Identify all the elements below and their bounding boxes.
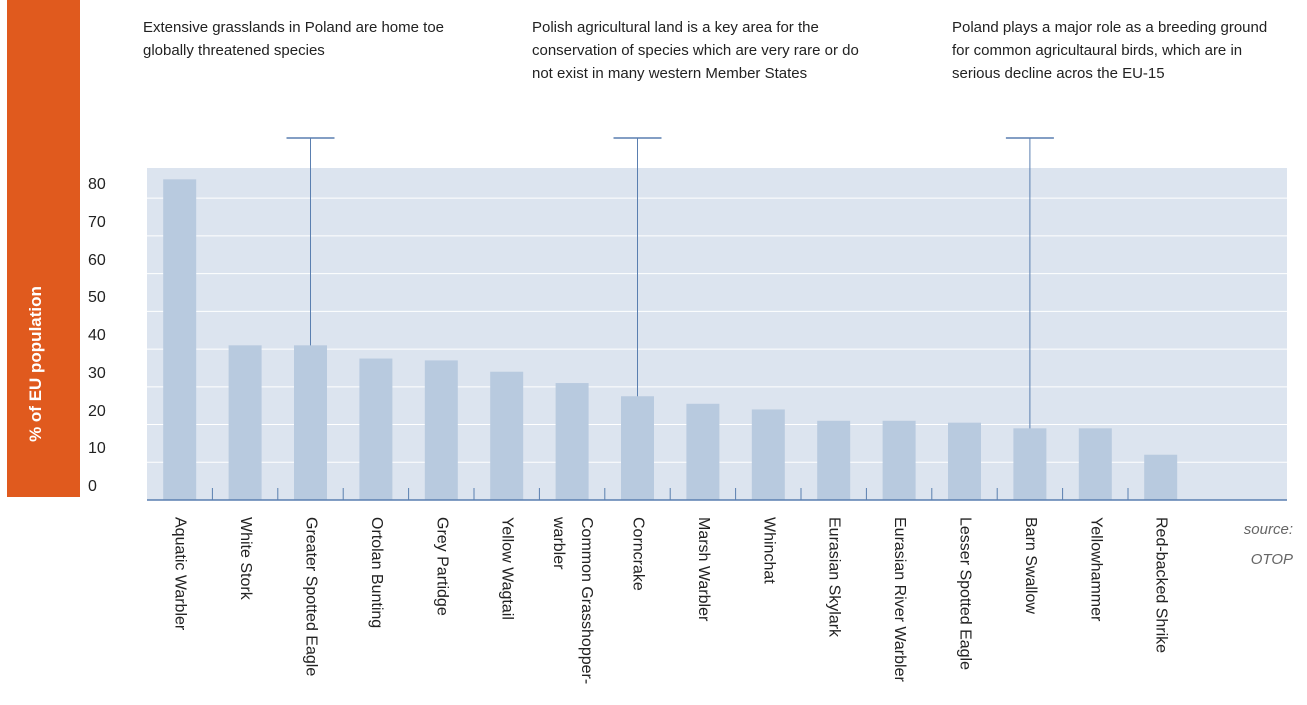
bar — [359, 358, 393, 500]
x-tick-label: Yellowhammer — [1087, 517, 1105, 622]
x-tick-label: Barn Swallow — [1021, 517, 1039, 614]
x-tick-label: Marsh Warbler — [694, 517, 712, 622]
y-tick-label: 0 — [88, 478, 97, 495]
bar — [751, 409, 785, 500]
y-tick-label: 50 — [88, 289, 106, 307]
y-tick-label: 10 — [88, 440, 106, 458]
y-tick-label: 80 — [88, 176, 106, 194]
annotation: Poland plays a major role as a breeding … — [952, 19, 1268, 82]
bar — [294, 345, 327, 500]
x-tick-label: Whinchat — [760, 517, 778, 584]
x-tick-label: Red-backed Shrike — [1152, 517, 1170, 654]
y-tick-label: 30 — [88, 364, 106, 382]
x-tick-label: Grey Partidge — [433, 517, 451, 616]
axis-panel — [7, 0, 80, 497]
x-tick-label: Greater Spotted Eagle — [302, 517, 320, 677]
x-tick-label: Yellow Wagtail — [498, 517, 516, 620]
x-tick-label: Eurasian Skylark — [825, 517, 843, 638]
bar — [1078, 428, 1112, 500]
bar — [1013, 428, 1047, 500]
annotation: Extensive grasslands in Poland are home … — [143, 19, 445, 59]
bar — [1144, 454, 1178, 500]
x-tick-label: Common Grasshopper-warbler — [550, 517, 596, 685]
y-tick-label: 40 — [88, 327, 106, 345]
bar — [163, 179, 197, 500]
bar — [686, 403, 720, 500]
bar — [817, 420, 851, 500]
bar — [555, 383, 589, 500]
x-tick-label: Ortolan Bunting — [367, 517, 385, 629]
annotation: Polish agricultural land is a key area f… — [532, 19, 859, 82]
x-tick-label: Lesser Spotted Eagle — [956, 517, 974, 670]
y-tick-label: 20 — [88, 402, 106, 420]
bar — [228, 345, 262, 500]
source-note: source: OTOP — [1243, 521, 1293, 568]
y-tick-label: 60 — [88, 251, 106, 269]
x-tick-label: Aquatic Warbler — [171, 517, 189, 631]
x-tick-label: White Stork — [237, 517, 255, 600]
bar — [490, 371, 524, 500]
bar — [948, 422, 981, 500]
bar — [882, 420, 916, 500]
x-tick-label: Corncrake — [629, 517, 647, 591]
bar — [424, 360, 458, 500]
y-tick-label: 70 — [88, 213, 106, 231]
bar — [621, 396, 654, 500]
x-tick-label: Eurasian River Warbler — [891, 517, 909, 682]
